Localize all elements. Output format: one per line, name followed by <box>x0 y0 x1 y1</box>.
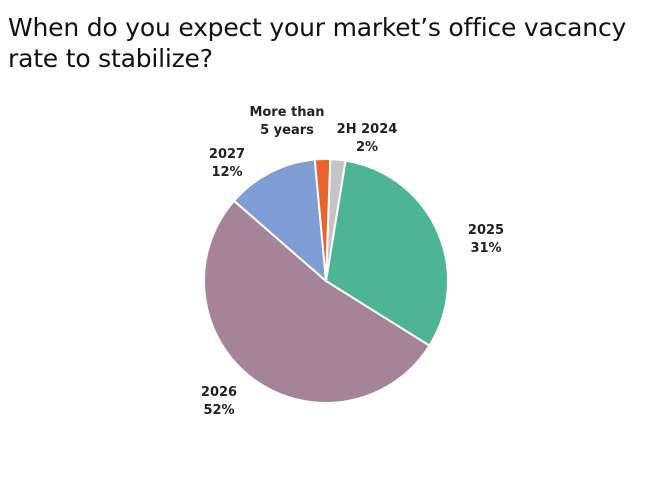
slice-label-line: 2027 <box>209 147 245 162</box>
slice-label-line: 12% <box>211 165 242 180</box>
slice-label-2025: 2025 31% <box>468 223 504 256</box>
slice-label-2026: 2026 52% <box>201 385 237 418</box>
slice-label-2027: 2027 12% <box>209 147 245 180</box>
pie-slices <box>203 157 449 404</box>
pie-slice-2026 <box>203 199 431 404</box>
slice-label-line: 2H 2024 <box>337 122 398 137</box>
chart-title: When do you expect your market’s office … <box>8 13 627 73</box>
slice-label-line: 5 years <box>260 123 314 138</box>
slice-label-line: 2025 <box>468 223 504 238</box>
slice-label-line: 2026 <box>201 385 237 400</box>
slice-label-line: 2% <box>356 140 378 155</box>
slice-label-more-than-5-years: More than 5 years <box>249 105 324 138</box>
pie-slice-2027 <box>233 158 327 282</box>
slice-label-2h-2024: 2H 2024 2% <box>337 122 398 155</box>
slice-label-line: More than <box>249 105 324 120</box>
pie-labels: 2H 2024 2% 2025 31% 2026 52% 2027 12% More than 5… <box>201 105 504 418</box>
pie-slice-more-than-5-years <box>313 157 332 282</box>
slice-label-line: 52% <box>203 403 234 418</box>
slice-label-line: 31% <box>470 241 501 256</box>
